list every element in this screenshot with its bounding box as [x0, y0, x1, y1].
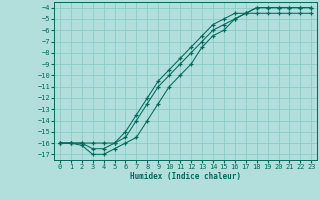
X-axis label: Humidex (Indice chaleur): Humidex (Indice chaleur): [130, 172, 241, 181]
